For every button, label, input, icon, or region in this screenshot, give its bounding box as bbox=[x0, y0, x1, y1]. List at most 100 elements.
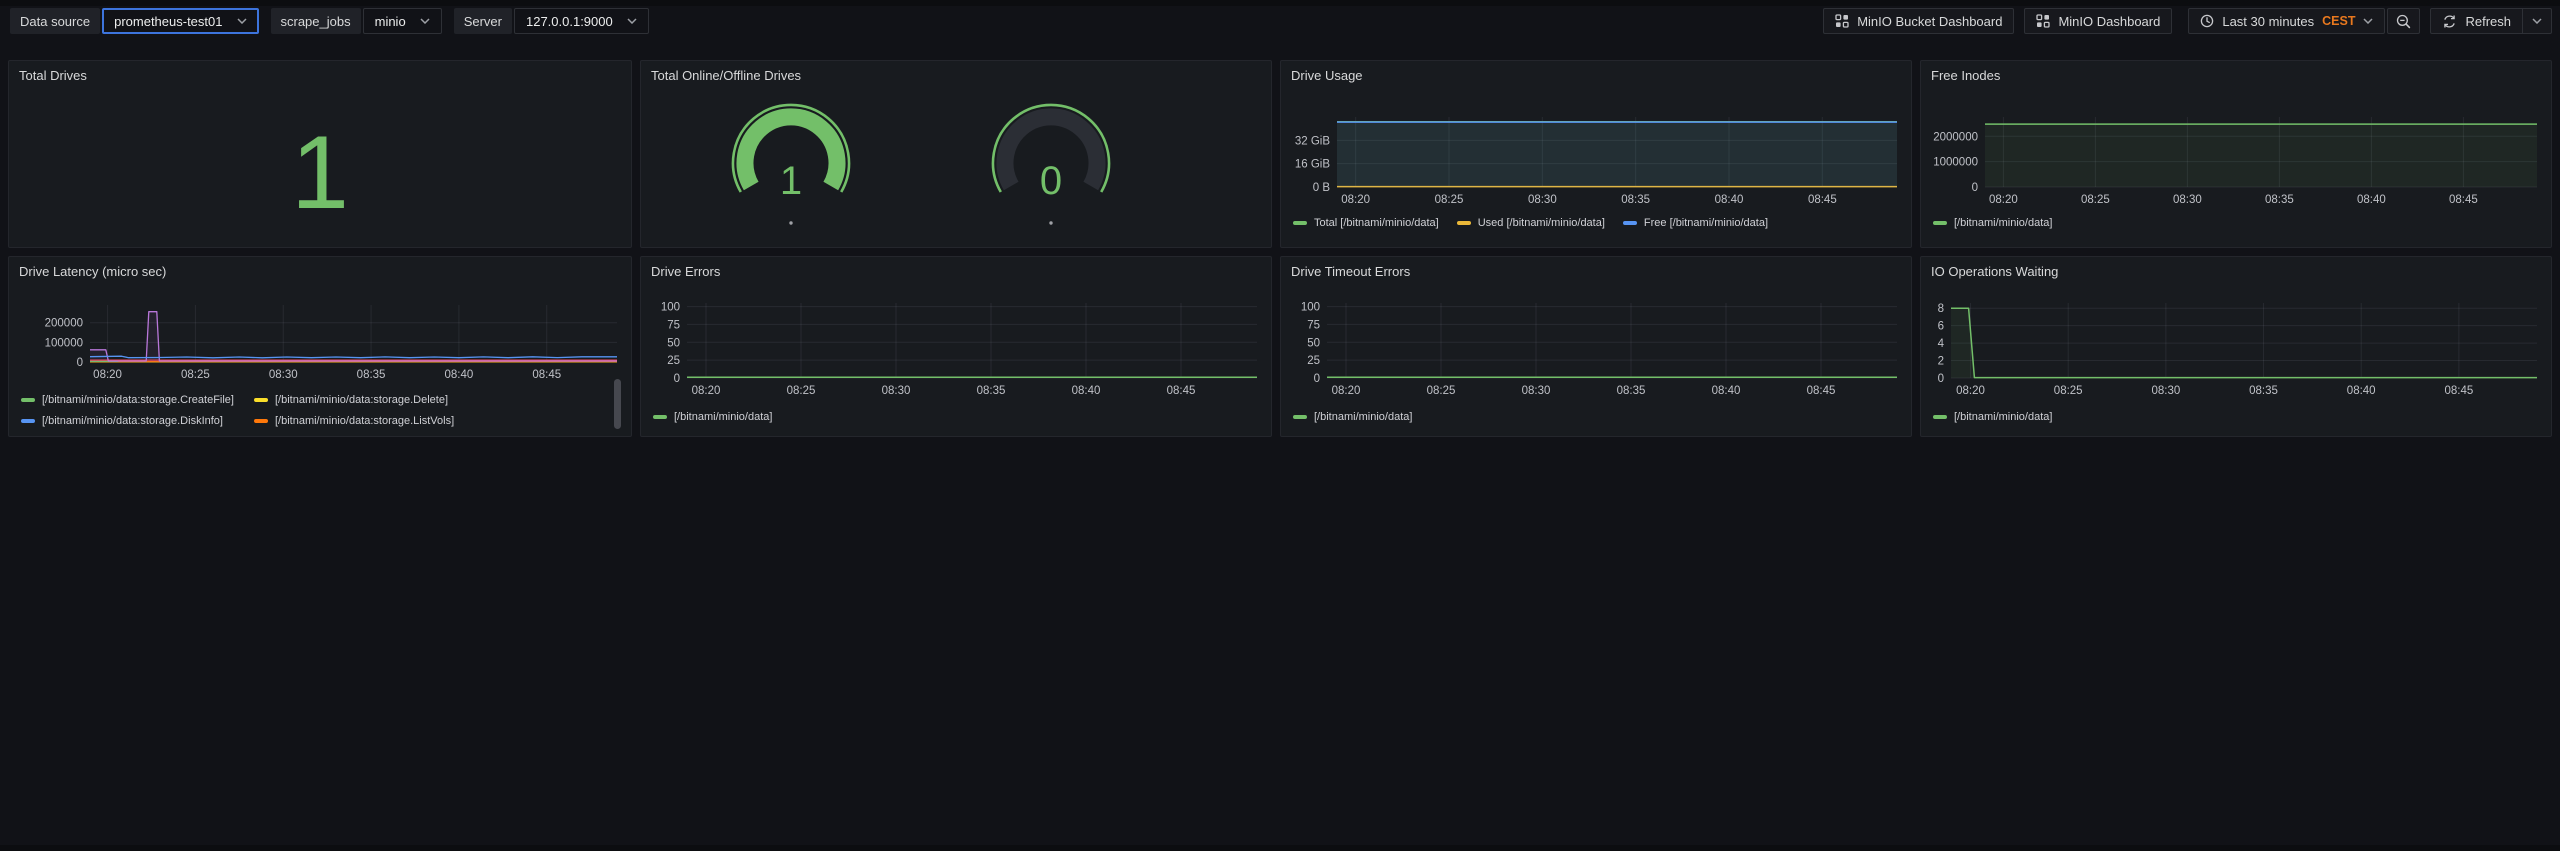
chevron-down-icon bbox=[2532, 18, 2542, 24]
svg-text:08:40: 08:40 bbox=[2347, 385, 2376, 397]
variable-server: Server 127.0.0.1:9000 bbox=[453, 8, 649, 34]
legend-item[interactable]: Used [/bitnami/minio/data] bbox=[1456, 217, 1605, 229]
chevron-down-icon bbox=[236, 18, 247, 24]
drive-usage-legend: Total [/bitnami/minio/data] Used [/bitnam… bbox=[1293, 211, 1885, 235]
minio-dashboard-link[interactable]: MinIO Dashboard bbox=[2024, 8, 2173, 34]
drive-usage-chart[interactable]: 0 B 16 GiB 32 GiB 08:20 08:25 08:30 08:35 08:40… bbox=[1283, 115, 1905, 209]
legend-series-label: [/bitnami/minio/data:storage.Delete] bbox=[274, 393, 449, 406]
legend-series-color bbox=[1933, 415, 1947, 419]
server-picker[interactable]: 127.0.0.1:9000 bbox=[513, 8, 649, 34]
drive_latency-svg: 0 100000 200000 08:20 08:25 08:30 08:35 08:40 08… bbox=[45, 305, 617, 381]
legend-series-color bbox=[1622, 221, 1637, 225]
io_operations_waiting-svg: 0 2 4 6 8 08:20 08:25 08:30 08:35 08:40 08:45 bbox=[1938, 303, 2537, 397]
refresh-button[interactable]: Refresh bbox=[2430, 8, 2523, 34]
refresh-label: Refresh bbox=[2465, 13, 2511, 29]
free-inodes-chart[interactable]: 0 1000000 2000000 08:20 08:25 08:30 08:35 08:40… bbox=[1923, 115, 2545, 209]
io-operations-waiting-legend: [/bitnami/minio/data] bbox=[1933, 405, 2525, 429]
panel-drive-errors: Drive Errors 0 25 50 75 100 08:20 08:25 08:30 08… bbox=[640, 256, 1272, 437]
drive-latency-chart[interactable]: 0 100000 200000 08:20 08:25 08:30 08:35 08:40 08… bbox=[11, 303, 625, 384]
refresh-group: Refresh bbox=[2430, 8, 2552, 34]
legend-item[interactable]: [/bitnami/minio/data:storage.DiskInfo] bbox=[21, 415, 234, 427]
panel-title-total-drives[interactable]: Total Drives bbox=[19, 67, 87, 83]
legend-series-color bbox=[1933, 221, 1947, 225]
minio-dashboard-label: MinIO Dashboard bbox=[2058, 13, 2161, 29]
svg-text:08:25: 08:25 bbox=[2054, 385, 2083, 397]
panel-title-drive-errors[interactable]: Drive Errors bbox=[651, 263, 721, 279]
scrape-jobs-picker[interactable]: minio bbox=[362, 8, 442, 34]
drive_usage-svg: 0 B 16 GiB 32 GiB 08:20 08:25 08:30 08:35 08:40… bbox=[1295, 117, 1897, 206]
time-range-label: Last 30 minutes bbox=[2222, 13, 2315, 29]
svg-text:1: 1 bbox=[780, 159, 802, 203]
online-drives-gauge: 1 bbox=[711, 91, 871, 231]
svg-text:2000000: 2000000 bbox=[1933, 131, 1978, 143]
svg-text:08:20: 08:20 bbox=[93, 369, 122, 381]
legend-item[interactable]: [/bitnami/minio/data:storage.CreateFile] bbox=[21, 394, 234, 406]
svg-text:08:35: 08:35 bbox=[2249, 385, 2278, 397]
panel-title-io-operations-waiting[interactable]: IO Operations Waiting bbox=[1931, 263, 2059, 279]
svg-text:08:35: 08:35 bbox=[1621, 194, 1650, 206]
legend-item[interactable]: Total [/bitnami/minio/data] bbox=[1293, 217, 1439, 229]
svg-text:0: 0 bbox=[1972, 182, 1978, 194]
legend-series-label: [/bitnami/minio/data] bbox=[1314, 411, 1413, 423]
legend-scrollbar[interactable] bbox=[614, 379, 621, 429]
sync-icon bbox=[2442, 14, 2457, 29]
panel-total-drives: Total Drives 1 bbox=[8, 60, 632, 248]
legend-item[interactable]: Free [/bitnami/minio/data] bbox=[1622, 217, 1768, 229]
svg-text:0: 0 bbox=[77, 357, 83, 369]
scrape-jobs-value: minio bbox=[374, 13, 406, 29]
legend-series-label: [/bitnami/minio/data] bbox=[1954, 411, 2053, 423]
svg-text:50: 50 bbox=[1307, 337, 1320, 349]
apps-icon bbox=[1835, 14, 1849, 28]
svg-text:1000000: 1000000 bbox=[1933, 157, 1978, 169]
legend-series-color bbox=[653, 415, 667, 419]
refresh-interval-dropdown[interactable] bbox=[2522, 8, 2552, 34]
svg-text:25: 25 bbox=[1307, 355, 1320, 367]
legend-item[interactable]: [/bitnami/minio/data] bbox=[1933, 411, 2052, 423]
apps-icon bbox=[2036, 14, 2051, 28]
drive_timeout_errors-svg: 0 25 50 75 100 08:20 08:25 08:30 08:35 08:40 08:45 bbox=[1301, 302, 1897, 397]
legend-item[interactable]: [/bitnami/minio/data] bbox=[653, 411, 772, 423]
legend-item[interactable]: [/bitnami/minio/data:storage.ListVols] bbox=[253, 414, 455, 427]
svg-text:0 B: 0 B bbox=[1313, 182, 1331, 194]
datasource-picker[interactable]: prometheus-test01 bbox=[102, 8, 259, 34]
svg-text:08:30: 08:30 bbox=[1522, 385, 1551, 397]
panel-title-drive-latency[interactable]: Drive Latency (micro sec) bbox=[19, 263, 167, 279]
svg-text:32 GiB: 32 GiB bbox=[1295, 135, 1330, 147]
svg-text:08:35: 08:35 bbox=[977, 385, 1006, 397]
svg-text:08:35: 08:35 bbox=[357, 369, 386, 381]
svg-text:08:35: 08:35 bbox=[1617, 385, 1646, 397]
panel-title-free-inodes[interactable]: Free Inodes bbox=[1931, 67, 2001, 83]
svg-text:0: 0 bbox=[1314, 373, 1320, 385]
panel-title-drive-usage[interactable]: Drive Usage bbox=[1291, 67, 1363, 83]
svg-text:08:30: 08:30 bbox=[269, 369, 298, 381]
svg-text:08:30: 08:30 bbox=[882, 385, 911, 397]
time-range-picker[interactable]: Last 30 minutes CEST bbox=[2188, 8, 2386, 34]
svg-text:8: 8 bbox=[1938, 303, 1944, 315]
svg-text:0: 0 bbox=[1040, 159, 1062, 203]
svg-text:08:45: 08:45 bbox=[1808, 194, 1837, 206]
legend-item[interactable]: [/bitnami/minio/data] bbox=[1293, 411, 1412, 423]
panel-drive-usage: Drive Usage 0 B 16 GiB 32 GiB 08:20 08:25 08:… bbox=[1280, 60, 1912, 248]
drive-errors-chart[interactable]: 0 25 50 75 100 08:20 08:25 08:30 08:35 08:40 08:45 bbox=[643, 301, 1265, 400]
legend-item[interactable]: [/bitnami/minio/data] bbox=[1933, 217, 2052, 229]
panel-title-online-offline[interactable]: Total Online/Offline Drives bbox=[651, 67, 802, 83]
svg-text:08:25: 08:25 bbox=[787, 385, 816, 397]
svg-text:08:20: 08:20 bbox=[1956, 385, 1985, 397]
legend-series-label: Total [/bitnami/minio/data] bbox=[1314, 217, 1439, 229]
svg-text:08:30: 08:30 bbox=[1528, 194, 1557, 206]
drive-errors-legend: [/bitnami/minio/data] bbox=[653, 405, 1245, 429]
svg-text:08:20: 08:20 bbox=[1332, 385, 1361, 397]
drive-timeout-errors-legend: [/bitnami/minio/data] bbox=[1293, 405, 1885, 429]
svg-text:08:40: 08:40 bbox=[1715, 194, 1744, 206]
svg-text:08:35: 08:35 bbox=[2265, 194, 2294, 206]
panel-title-drive-timeout-errors[interactable]: Drive Timeout Errors bbox=[1291, 263, 1411, 279]
variable-datasource: Data source prometheus-test01 bbox=[10, 8, 259, 34]
zoom-out-icon bbox=[2396, 14, 2411, 29]
drive-timeout-errors-chart[interactable]: 0 25 50 75 100 08:20 08:25 08:30 08:35 08:40 08:45 bbox=[1283, 301, 1905, 400]
svg-text:08:30: 08:30 bbox=[2173, 194, 2202, 206]
zoom-out-button[interactable] bbox=[2387, 8, 2421, 34]
legend-item[interactable]: [/bitnami/minio/data:storage.Delete] bbox=[253, 393, 454, 406]
legend-series-label: [/bitnami/minio/data:storage.ListVols] bbox=[274, 414, 455, 427]
minio-bucket-dashboard-link[interactable]: MinIO Bucket Dashboard bbox=[1823, 8, 2015, 34]
io-operations-waiting-chart[interactable]: 0 2 4 6 8 08:20 08:25 08:30 08:35 08:40 08:45 bbox=[1923, 301, 2545, 400]
